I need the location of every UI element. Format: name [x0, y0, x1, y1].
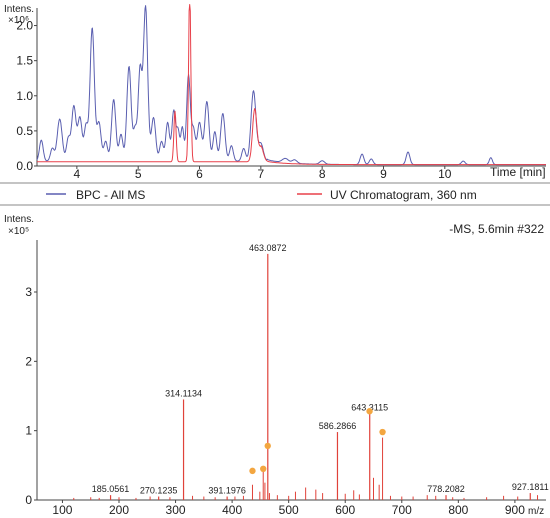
bottom-y-tick-label: 1	[25, 424, 32, 438]
spectrum-plot-area: 0 1 2 3 100 200 300 400 500 600 700 800 900 185.0561 2…	[25, 240, 549, 517]
bottom-x-tick-label: 900	[505, 503, 525, 517]
top-x-axis-label: Time [min]	[490, 165, 546, 179]
top-y-tick-label: 1.5	[16, 54, 33, 68]
top-x-tick-label: 8	[319, 167, 326, 181]
mass-spectrum-panel: Intens. ×10⁵ -MS, 5.6min #322 0 1 2 3 100 200…	[4, 214, 549, 517]
top-y-tick-label: 1.0	[16, 89, 33, 103]
bottom-x-tick-label: 200	[109, 503, 129, 517]
top-x-tick-label: 6	[196, 167, 203, 181]
top-y-tick-label: 0.5	[16, 124, 33, 138]
bottom-x-tick-label: 100	[52, 503, 72, 517]
chromatogram-plot-area: 0.0 0.5 1.0 1.5 2.0 4 5 6 7 8 9 10	[16, 4, 546, 181]
precursor-marker	[379, 428, 386, 436]
chromatogram-panel: Intens. ×10⁶ 0.0 0.5 1.0 1.5 2.0 4 5 6 7 8 9 10 Tim…	[4, 4, 546, 181]
spectrum-peak-label: 586.2866	[319, 421, 357, 431]
bottom-y-tick-label: 2	[25, 354, 32, 368]
spectrum-peak-label: 643.3115	[351, 402, 388, 412]
top-y-exponent: ×10⁶	[8, 15, 29, 26]
top-x-tick-label: 10	[438, 167, 452, 181]
bottom-x-tick-label: 400	[222, 503, 242, 517]
bottom-x-tick-label: 300	[166, 503, 186, 517]
spectrum-peak-label: 270.1235	[140, 486, 178, 496]
legend-label-bpc: BPC - All MS	[76, 188, 145, 202]
top-x-tick-label: 7	[257, 167, 264, 181]
bottom-x-tick-label: 700	[392, 503, 412, 517]
spectrum-peak-label: 463.0872	[249, 243, 287, 253]
top-x-tick-label: 9	[380, 167, 387, 181]
precursor-marker	[366, 408, 373, 415]
precursor-marker	[264, 442, 271, 450]
spectrum-annotation: -MS, 5.6min #322	[449, 222, 544, 236]
bpc-series-line	[36, 5, 546, 166]
bottom-x-tick-label: 500	[279, 503, 299, 517]
precursor-marker	[249, 467, 256, 475]
spectrum-peak-label: 314.1134	[165, 388, 202, 398]
top-y-axis-label: Intens.	[4, 4, 34, 15]
bottom-x-axis-label: m/z	[528, 506, 544, 517]
bottom-y-exponent: ×10⁵	[8, 226, 29, 237]
spectrum-peak-label: 185.0561	[92, 484, 130, 494]
bottom-y-tick-label: 0	[25, 493, 32, 507]
bottom-y-tick-label: 3	[25, 285, 32, 299]
spectrum-peak-label: 391.1976	[208, 486, 246, 496]
uv-series-line	[37, 4, 546, 166]
legend-label-uv: UV Chromatogram, 360 nm	[330, 188, 477, 202]
spectrum-peak-label: 927.1811	[512, 482, 549, 492]
precursor-marker	[260, 465, 267, 472]
bottom-x-tick-label: 600	[335, 503, 355, 517]
top-y-tick-label: 0.0	[16, 159, 33, 173]
spectrum-peak-label: 778.2082	[427, 484, 465, 494]
top-y-tick-label: 2.0	[16, 19, 33, 33]
bottom-x-tick-label: 800	[448, 503, 468, 517]
chromatogram-legend: BPC - All MS UV Chromatogram, 360 nm	[0, 182, 550, 206]
top-x-tick-label: 4	[74, 167, 81, 181]
top-x-tick-label: 5	[135, 167, 142, 181]
bottom-y-axis-label: Intens.	[4, 214, 34, 225]
